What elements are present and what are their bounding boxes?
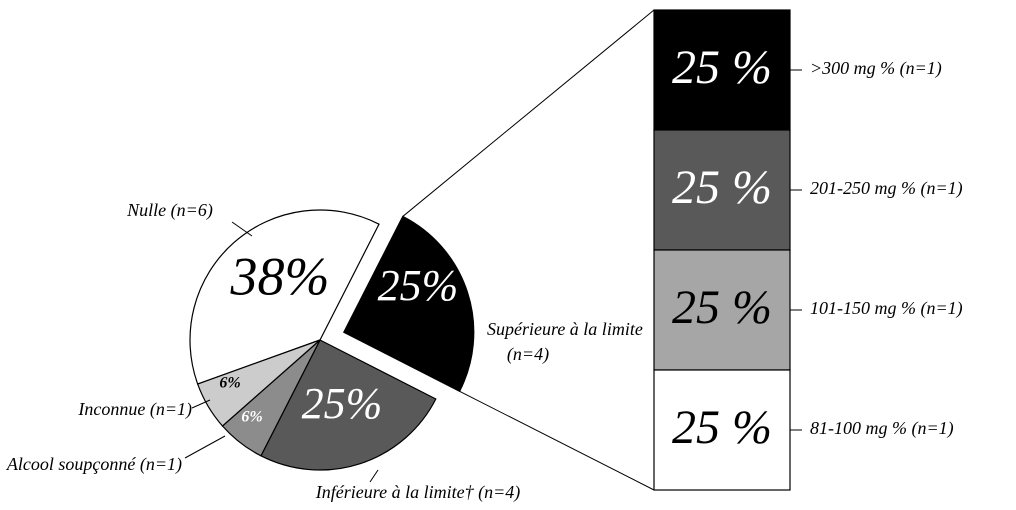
leader-line bbox=[369, 469, 379, 483]
slice-label-name: Alcool soupçonné bbox=[6, 454, 136, 474]
bar-value-label: 25 % bbox=[672, 281, 772, 334]
pie-slice bbox=[260, 339, 437, 471]
bar-label: 101-150 mg % (n=1) bbox=[810, 298, 963, 319]
bar-segment bbox=[653, 369, 791, 491]
connector-line bbox=[459, 390, 655, 491]
slice-value-label: 38% bbox=[230, 246, 330, 306]
bar-label: >300 mg % (n=1) bbox=[810, 58, 942, 79]
bar-label-count: (n=1) bbox=[921, 298, 963, 319]
bar-label-name: 201-250 mg % bbox=[810, 178, 916, 198]
leader-line bbox=[191, 399, 211, 409]
slice-label-name: Inconnue bbox=[77, 399, 145, 419]
slice-label: Supérieure à la limite bbox=[487, 319, 643, 339]
leader-line bbox=[184, 435, 226, 459]
slice-label-name: Inférieure à la limite† bbox=[315, 482, 475, 502]
slice-label-count: (n=4) bbox=[478, 482, 520, 503]
pie-slice bbox=[189, 209, 380, 385]
slice-value-label: 6% bbox=[219, 375, 240, 392]
leader-line bbox=[231, 221, 253, 237]
connector-line bbox=[402, 9, 655, 217]
pie-slice bbox=[196, 339, 321, 427]
slice-value-label: 25% bbox=[378, 261, 459, 310]
slice-value-label: 25% bbox=[302, 379, 383, 428]
slice-label: Nulle (n=6) bbox=[126, 200, 213, 221]
bar-value-label: 25 % bbox=[672, 401, 772, 454]
bar-label-name: 81-100 mg % bbox=[810, 418, 907, 438]
slice-value-label: 6% bbox=[241, 409, 262, 426]
bar-label-count: (n=1) bbox=[921, 178, 963, 199]
slice-label: Alcool soupçonné (n=1) bbox=[6, 454, 182, 475]
bar-label: 81-100 mg % (n=1) bbox=[810, 418, 954, 439]
bar-label-name: >300 mg % bbox=[810, 58, 895, 78]
slice-label-name: Supérieure à la limite bbox=[487, 319, 643, 339]
slice-label-count: (n=4) bbox=[507, 344, 549, 365]
bar-label: 201-250 mg % (n=1) bbox=[810, 178, 963, 199]
bar-segment bbox=[653, 9, 791, 131]
bar-segment bbox=[653, 249, 791, 371]
pie-slice bbox=[342, 215, 475, 393]
bar-segment bbox=[653, 129, 791, 251]
bar-label-name: 101-150 mg % bbox=[810, 298, 916, 318]
bar-value-label: 25 % bbox=[672, 41, 772, 94]
bar-value-label: 25 % bbox=[672, 161, 772, 214]
bar-label-count: (n=1) bbox=[912, 418, 954, 439]
slice-label: Inconnue (n=1) bbox=[77, 399, 192, 420]
slice-label-count: (n=1) bbox=[150, 399, 192, 420]
slice-label-count: (n=6) bbox=[171, 200, 213, 221]
slice-label: Inférieure à la limite† (n=4) bbox=[315, 482, 520, 503]
slice-label-name: Nulle bbox=[126, 200, 166, 220]
slice-label-count: (n=1) bbox=[140, 454, 182, 475]
bar-label-count: (n=1) bbox=[900, 58, 942, 79]
